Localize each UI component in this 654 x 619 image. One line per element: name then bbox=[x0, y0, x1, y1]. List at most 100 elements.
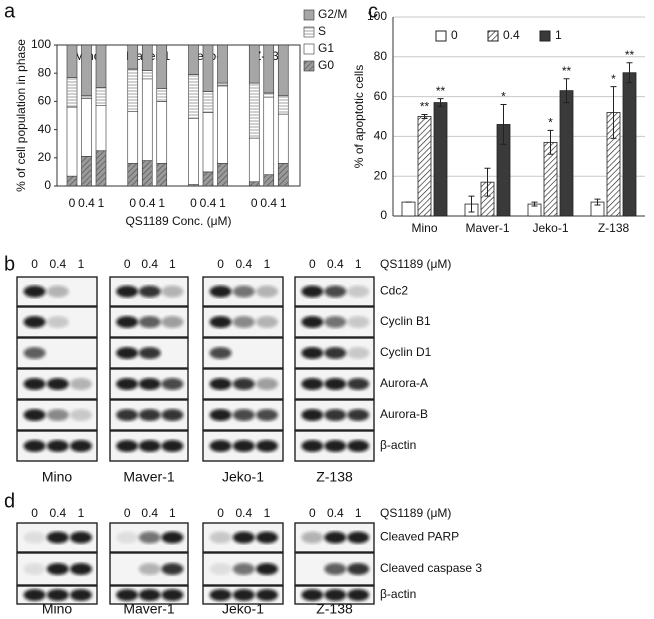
bar-segment bbox=[248, 82, 260, 139]
blot-band bbox=[256, 285, 278, 298]
cell-line-label: Maver-1 bbox=[123, 469, 175, 485]
error-bar bbox=[610, 86, 617, 139]
bar-segment bbox=[81, 44, 92, 97]
y-tick-label: 20 bbox=[38, 150, 52, 164]
blot-band bbox=[347, 589, 370, 601]
blot-band bbox=[347, 440, 370, 452]
bar-segment bbox=[141, 160, 153, 187]
blot-band bbox=[116, 347, 139, 359]
error-bar bbox=[437, 98, 444, 108]
protein-label: β-actin bbox=[380, 438, 416, 452]
lane-label: 0.4 bbox=[141, 257, 158, 271]
legend-swatch bbox=[435, 30, 447, 42]
protein-label: β-actin bbox=[380, 587, 416, 601]
bar-segment bbox=[66, 77, 78, 108]
blot-band bbox=[209, 440, 232, 452]
legend-label: G2/M bbox=[318, 7, 347, 21]
bar-segment bbox=[277, 163, 289, 187]
blot-band bbox=[324, 347, 347, 359]
bar-pattern bbox=[418, 116, 431, 216]
legend-swatch bbox=[303, 9, 315, 21]
panel-label: c bbox=[368, 0, 378, 22]
blot-band bbox=[256, 589, 278, 601]
bar bbox=[401, 201, 416, 217]
x-tick-label: Jeko-1 bbox=[532, 221, 568, 235]
legend-label: 0 bbox=[451, 28, 458, 42]
blot-band bbox=[46, 409, 69, 421]
x-tick-label: 1 bbox=[158, 196, 165, 210]
blot-band bbox=[116, 440, 139, 452]
bar bbox=[433, 102, 448, 217]
blot-band bbox=[138, 440, 161, 452]
y-tick-label: 100 bbox=[31, 37, 51, 51]
bar-segment bbox=[95, 87, 107, 106]
legend-label: S bbox=[318, 24, 326, 38]
lane-label: 0.4 bbox=[327, 257, 344, 271]
lane-label: 0.4 bbox=[235, 257, 252, 271]
blot-band bbox=[23, 378, 46, 390]
blot-band bbox=[324, 316, 347, 328]
bar-segment bbox=[141, 78, 153, 161]
bar-segment bbox=[202, 44, 214, 92]
cell-line-label: Z-138 bbox=[316, 601, 353, 617]
blot-band bbox=[23, 589, 46, 601]
significance: * bbox=[548, 116, 553, 130]
bar-segment bbox=[156, 163, 168, 187]
significance: ** bbox=[562, 64, 572, 78]
legend-label: 0.4 bbox=[503, 28, 520, 42]
blot-band bbox=[138, 563, 161, 575]
bar-segment bbox=[141, 44, 153, 71]
blot-band bbox=[256, 316, 278, 328]
lane-label: 0 bbox=[309, 257, 316, 271]
error-bar bbox=[563, 78, 570, 104]
blot-band bbox=[70, 378, 92, 390]
blot-band bbox=[161, 409, 184, 421]
blot-band bbox=[116, 531, 139, 544]
lane-label: 0.4 bbox=[49, 506, 66, 520]
blot-band bbox=[46, 285, 69, 298]
blot-band bbox=[138, 285, 161, 298]
lane-label: 0 bbox=[217, 506, 224, 520]
blot-band bbox=[209, 285, 232, 298]
lane-label: 1 bbox=[78, 257, 85, 271]
bar-segment bbox=[95, 44, 107, 88]
blot-band bbox=[256, 378, 278, 390]
blot-band bbox=[70, 409, 92, 421]
x-tick-label: 0.4 bbox=[200, 196, 217, 210]
blot-band bbox=[301, 378, 324, 390]
cell-line-label: Jeko-1 bbox=[222, 601, 264, 617]
blot-band bbox=[301, 531, 324, 544]
bar-segment bbox=[188, 74, 199, 119]
blot-band bbox=[324, 589, 347, 601]
bar-segment bbox=[248, 181, 260, 187]
blot-band bbox=[116, 409, 139, 421]
blot-band bbox=[116, 316, 139, 328]
blot-band bbox=[23, 563, 46, 575]
blot-band bbox=[70, 531, 92, 544]
blot-band bbox=[46, 531, 69, 544]
lane-label: 0 bbox=[124, 506, 131, 520]
cell-line-label: Mino bbox=[42, 601, 73, 617]
blot-band bbox=[347, 378, 370, 390]
bar-segment bbox=[202, 112, 214, 173]
blot-band bbox=[46, 440, 69, 452]
bar-segment bbox=[156, 101, 168, 164]
bar bbox=[622, 72, 637, 217]
blot-band bbox=[138, 347, 161, 359]
protein-label: Aurora-B bbox=[380, 407, 428, 421]
significance: * bbox=[501, 90, 506, 104]
x-tick-label: 0.4 bbox=[139, 196, 156, 210]
cell-line-label: Z-138 bbox=[316, 469, 353, 485]
blot-band bbox=[23, 409, 46, 421]
blot-band bbox=[116, 378, 139, 390]
bar-segment bbox=[66, 106, 78, 177]
blot-band bbox=[161, 531, 184, 544]
legend-swatch bbox=[539, 30, 551, 42]
legend-pattern bbox=[304, 27, 314, 37]
blot-band bbox=[347, 563, 370, 575]
lane-label: 0.4 bbox=[327, 506, 344, 520]
significance: ** bbox=[436, 84, 446, 98]
protein-label: Cyclin B1 bbox=[380, 314, 431, 328]
lane-label: 1 bbox=[78, 506, 85, 520]
lane-label: 0 bbox=[309, 506, 316, 520]
